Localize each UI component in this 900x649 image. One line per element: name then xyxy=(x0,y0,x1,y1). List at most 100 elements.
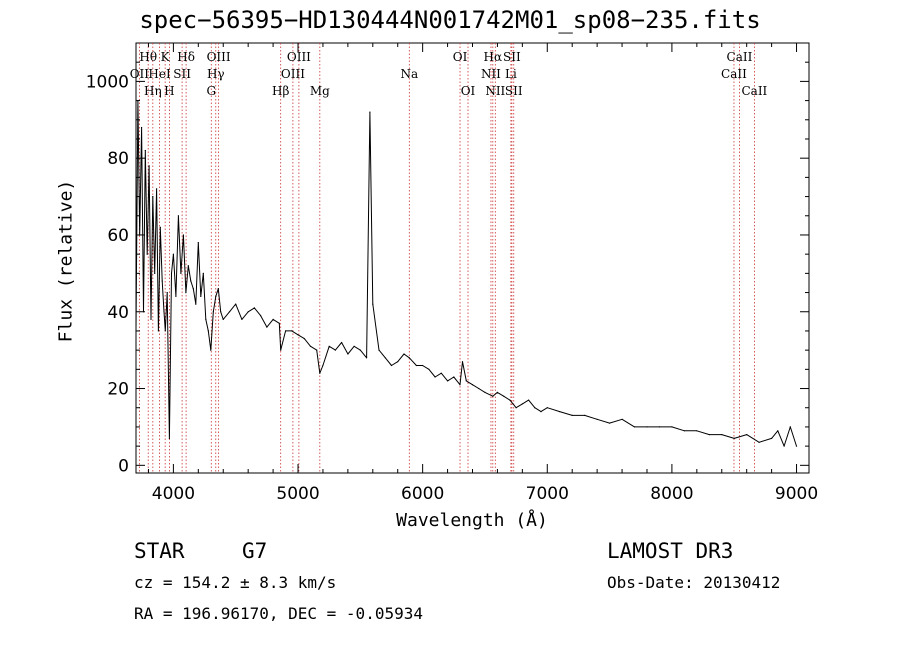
spectrum-point xyxy=(415,364,417,367)
spectrum-point xyxy=(334,349,336,351)
spectrum-point xyxy=(359,349,361,351)
spectrum-point xyxy=(159,226,161,228)
redshift-cz: cz = 154.2 ± 8.3 km/s xyxy=(134,573,337,592)
spectrum-point xyxy=(658,426,661,428)
emission-line-label: SII xyxy=(505,84,523,98)
spectrum-point xyxy=(253,307,255,309)
spectrum-point xyxy=(156,188,158,190)
emission-line-label: OI xyxy=(461,84,476,98)
spectrum-point xyxy=(571,414,573,416)
spectral-subclass: G7 xyxy=(242,539,268,563)
x-tick-label: 8000 xyxy=(650,484,693,504)
emission-line-label: OIII xyxy=(287,50,311,64)
spectrum-point xyxy=(795,445,798,447)
spectrum-point xyxy=(459,384,461,386)
y-axis-label: Flux (relative) xyxy=(55,179,77,343)
emission-line-label: Hθ xyxy=(139,50,157,64)
spectrum-point xyxy=(164,330,166,332)
spectrum-point xyxy=(215,295,217,297)
x-axis-label: Wavelength (Å) xyxy=(396,510,548,531)
observation-date: Obs-Date: 20130412 xyxy=(607,573,781,592)
spectrum-point xyxy=(316,349,318,351)
x-tick-label: 9000 xyxy=(775,484,818,504)
emission-line-label: CaII xyxy=(721,67,747,81)
y-tick-label: 60 xyxy=(107,226,129,246)
emission-line-label: Mg xyxy=(310,84,330,98)
spectrum-point xyxy=(496,391,498,393)
plot-frame xyxy=(135,42,810,474)
spectrum-point xyxy=(157,330,159,332)
emission-line-label: CaII xyxy=(727,50,753,64)
x-tick-label: 5000 xyxy=(276,484,319,504)
x-tick-label: 6000 xyxy=(401,484,444,504)
emission-line-label: NII xyxy=(481,67,501,81)
spectrum-point xyxy=(390,364,393,367)
spectrum-point xyxy=(465,380,467,382)
x-tick-label: 7000 xyxy=(526,484,569,504)
emission-line-label: NII xyxy=(485,84,505,98)
spectrum-point xyxy=(195,303,197,305)
emission-line-label: CaII xyxy=(741,84,767,98)
spectrum-point xyxy=(297,334,299,336)
spectrum-point xyxy=(733,437,735,439)
spectrum-point xyxy=(148,165,150,167)
spectrum-point xyxy=(515,407,517,409)
spectrum-point xyxy=(453,376,455,378)
spectrum-point xyxy=(708,434,710,436)
spectrum-point xyxy=(190,280,192,282)
spectrum-point xyxy=(347,353,349,355)
spectrum-point xyxy=(403,353,405,355)
spectrum-point xyxy=(546,407,548,409)
spectrum-point xyxy=(177,215,179,217)
emission-line-label: Hγ xyxy=(207,67,225,81)
spectrum-series xyxy=(135,100,798,447)
spectrum-point xyxy=(492,395,494,397)
spectrum-point xyxy=(478,387,480,390)
spectrum-point xyxy=(205,318,207,320)
spectrum-point xyxy=(161,280,163,282)
spectrum-point xyxy=(789,426,791,428)
spectrum-point xyxy=(609,422,611,424)
spectrum-point xyxy=(192,288,194,290)
y-tick-label: 20 xyxy=(107,380,129,400)
spectrum-point xyxy=(235,303,237,305)
spectrum-point xyxy=(384,357,386,359)
spectrum-point xyxy=(197,242,199,244)
spectrum-point xyxy=(372,303,374,305)
spectrum-point xyxy=(540,411,542,413)
spectrum-point xyxy=(285,330,287,332)
spectrum-point xyxy=(378,349,380,351)
spectrum-point xyxy=(170,272,173,274)
spectrum-point xyxy=(422,364,424,367)
spectrum-point xyxy=(534,407,536,409)
spectrum-point xyxy=(212,311,214,313)
emission-line-label: OI xyxy=(453,50,468,64)
spectrum-point xyxy=(241,318,243,320)
spectrum-point xyxy=(202,272,204,274)
spectrum-point xyxy=(200,295,202,297)
emission-line-label: Hδ xyxy=(177,50,195,64)
spectrum-point xyxy=(771,437,773,439)
emission-line-label: SII xyxy=(503,50,521,64)
spectrum-point xyxy=(182,234,184,236)
emission-line-label: OIII xyxy=(281,67,305,81)
spectrum-point xyxy=(187,265,189,267)
spectrum-point xyxy=(428,368,430,370)
spectrum-point xyxy=(758,441,760,443)
spectrum-point xyxy=(434,376,436,378)
spectrum-point xyxy=(175,295,177,297)
emission-line-label: OII xyxy=(130,67,150,81)
spectrum-point xyxy=(185,292,187,294)
emission-line-label: Hη xyxy=(144,84,162,98)
spectrum-point xyxy=(328,345,330,347)
spectrum-point xyxy=(260,315,262,317)
spectrum-point xyxy=(746,434,748,436)
emission-line-label: Na xyxy=(400,67,418,81)
spectrum-point xyxy=(521,403,524,405)
spectrum-point xyxy=(266,326,268,328)
x-tick-label: 4000 xyxy=(152,484,195,504)
spectrum-point xyxy=(783,445,785,447)
emission-line-label: OIII xyxy=(207,50,231,64)
spectrum-point xyxy=(144,149,146,152)
spectrum-point xyxy=(596,418,598,420)
